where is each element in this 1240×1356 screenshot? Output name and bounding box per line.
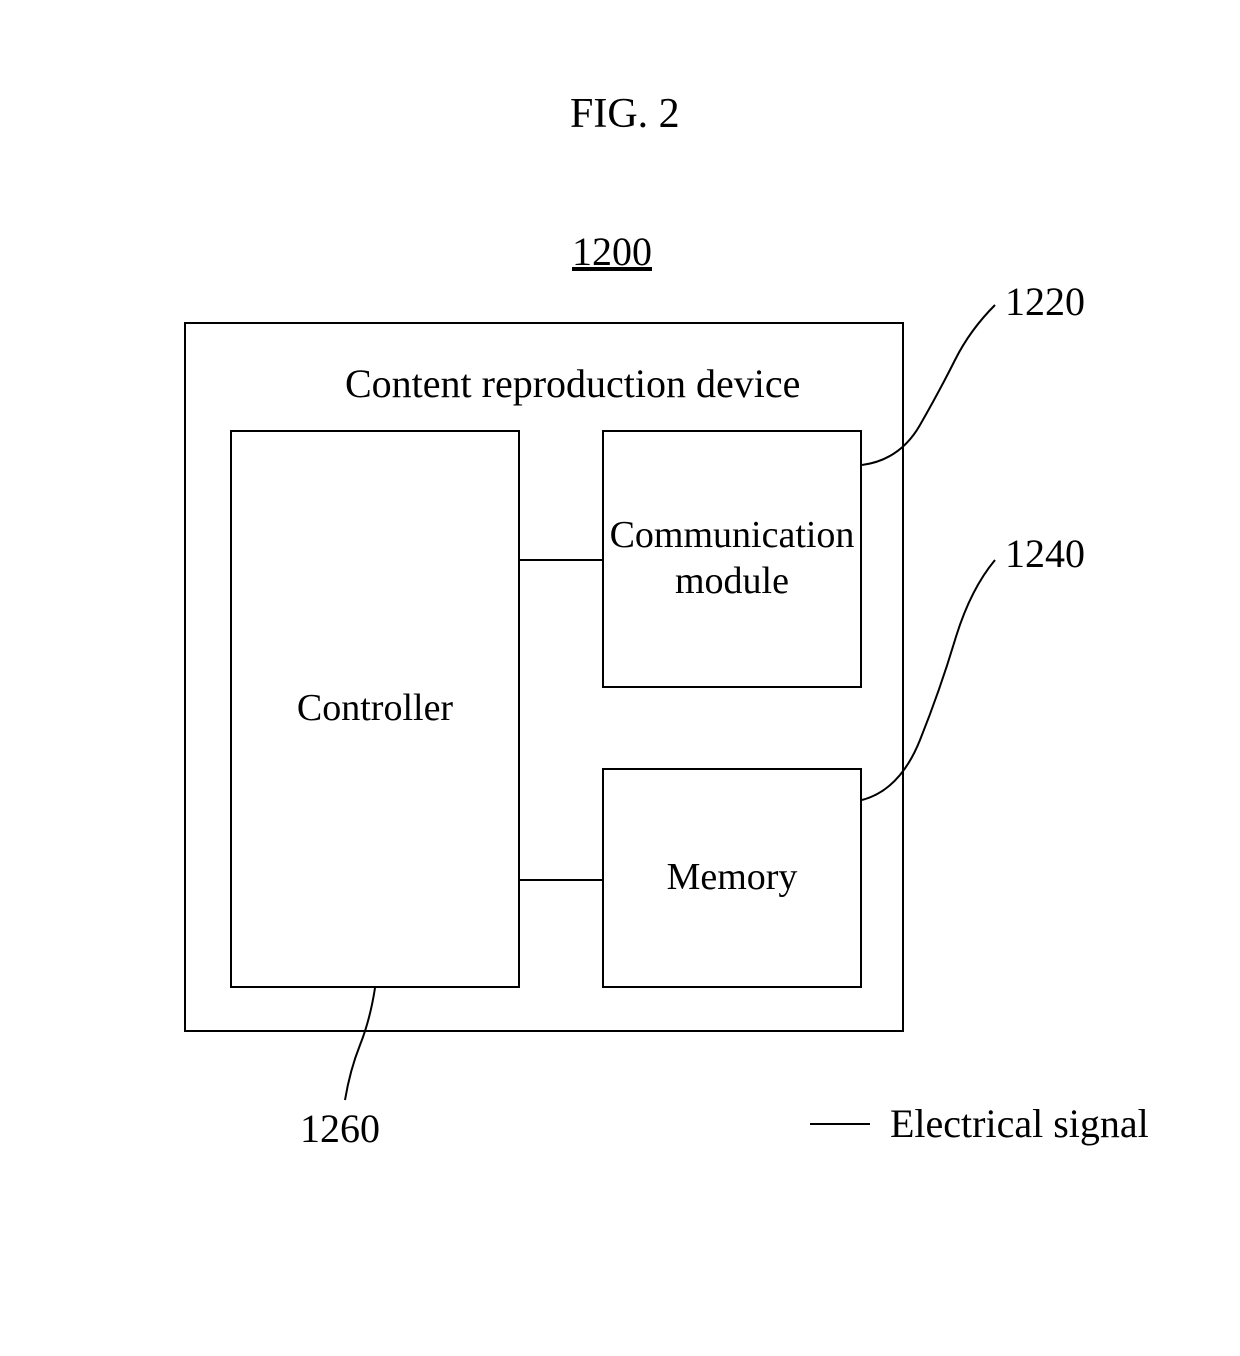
ref-controller: 1260 [300,1105,380,1152]
legend-text: Electrical signal [890,1100,1149,1147]
ref-memory: 1240 [1005,530,1085,577]
ref-communication: 1220 [1005,278,1085,325]
legend-line-icon [810,1123,870,1125]
leader-lines [0,0,1240,1356]
legend: Electrical signal [810,1100,1149,1147]
